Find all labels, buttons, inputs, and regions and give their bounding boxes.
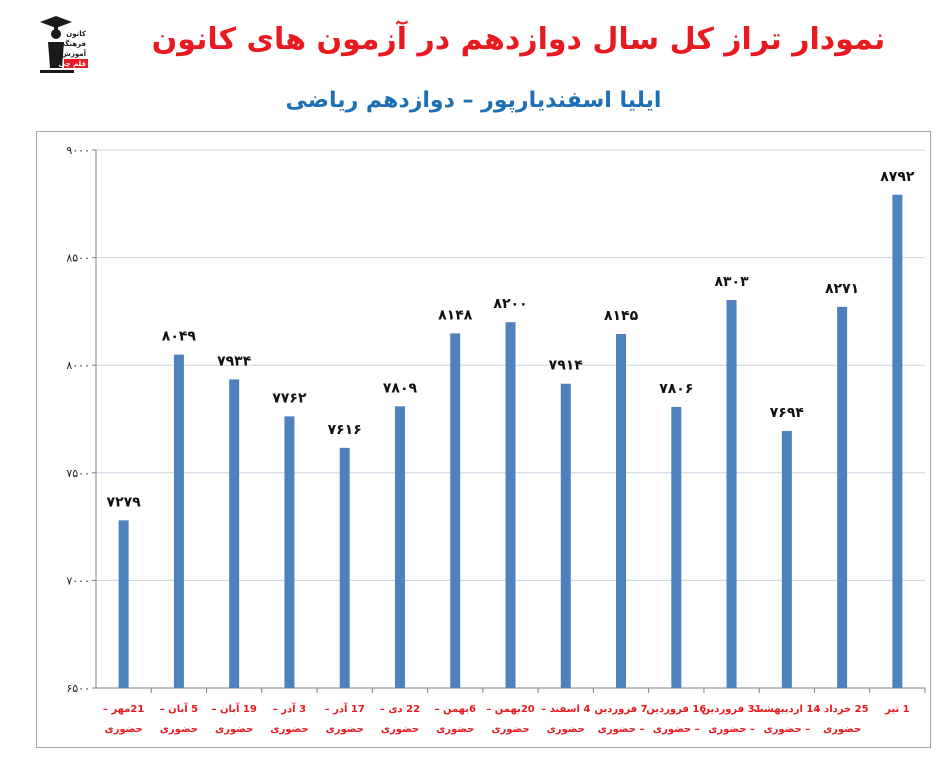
bar-value-label: ۸۲۰۰ [493,296,527,312]
bar-value-label: ۷۶۹۴ [770,405,805,421]
logo-text: فرهنگی [58,39,86,48]
x-tick-label: 6بهمن – [434,704,476,715]
y-tick-label: ۷۰۰۰ [66,574,90,587]
bar [781,431,792,688]
x-tick-label: حضوری [105,724,143,735]
bar-value-label: ۸۷۹۲ [880,169,915,185]
x-tick-label: 31 فروردین [702,704,762,715]
bar [118,520,129,688]
x-tick-label: حضوری [215,724,253,735]
bar-value-label: ۷۸۰۹ [383,380,418,396]
bar-value-label: ۸۲۷۱ [825,281,859,297]
x-tick-label: 22 دی – [380,704,420,715]
x-tick-label: حضوری [160,724,198,735]
x-tick-label: حضوری [547,724,585,735]
x-tick-label: حضوری [326,724,364,735]
chart-subtitle: ایلیا اسفندیارپور – دوازدهم ریاضی [285,88,662,113]
bar-value-label: ۷۷۶۲ [272,390,307,406]
chart-title: نمودار تراز کل سال دوازدهم در آزمون های … [151,22,886,57]
logo-text: آموزش [61,49,86,58]
y-tick-label: ۸۰۰۰ [66,359,90,372]
x-tick-label: حضوری [436,724,474,735]
x-tick-label: 1 تیر [884,704,910,715]
x-tick-label: 5 آبان – [160,702,198,715]
x-tick-label: 20بهمن – [486,704,535,715]
bar [229,379,240,688]
bar [560,383,571,688]
y-tick-label: ۶۵۰۰ [66,682,90,695]
bar-value-label: ۷۹۱۴ [549,358,584,374]
logo-badge [64,59,88,68]
x-tick-label: 19 آبان – [211,702,256,715]
bar-value-label: ۷۲۷۹ [107,494,142,510]
y-tick-label: ۷۵۰۰ [66,467,90,480]
bar [394,406,405,688]
x-tick-label: 4 اسفند – [541,704,590,715]
x-tick-label: حضوری [823,724,861,735]
bar [505,322,516,688]
bar [173,354,184,688]
logo-text: قلم چی [59,60,87,68]
bar [284,416,295,688]
x-tick-label: 25 خرداد – [816,704,869,715]
bar-value-label: ۸۰۴۹ [162,329,197,345]
bar [616,333,627,688]
x-tick-label: 3 آذر – [273,702,306,715]
y-tick-label: ۸۵۰۰ [66,252,90,265]
bar-value-label: ۷۶۱۶ [328,422,362,438]
bar-value-label: ۷۸۰۶ [659,381,693,397]
x-tick-label: 21مهر – [103,704,144,715]
x-tick-label: حضوری [491,724,529,735]
x-tick-label: 7 فروردین [594,704,647,715]
plot-frame [36,131,931,748]
x-tick-label: – حضوری [708,724,755,735]
x-tick-label: حضوری [270,724,308,735]
x-tick-label: – حضوری [598,724,645,735]
kanoon-logo: کانون فرهنگی آموزش قلم چی [34,12,92,76]
bar-value-label: ۸۱۴۸ [438,307,473,323]
bar [837,306,848,688]
x-tick-label: 16 فروردین [646,704,706,715]
x-tick-label: 14 اردیبهشت [753,704,820,715]
bar [671,406,682,688]
bar-value-label: ۸۳۰۳ [714,274,749,290]
logo-text: کانون [66,30,87,38]
y-tick-label: ۹۰۰۰ [66,144,90,157]
bar-value-label: ۸۱۴۵ [604,308,639,324]
bar-value-label: ۷۹۳۴ [217,353,252,369]
bar [892,194,903,688]
x-tick-label: – حضوری [653,724,700,735]
x-tick-label: 17 آذر – [325,702,365,715]
bar [339,447,350,688]
bar [450,333,461,688]
x-tick-label: حضوری [381,724,419,735]
bar [726,299,737,688]
x-tick-label: – حضوری [763,724,810,735]
